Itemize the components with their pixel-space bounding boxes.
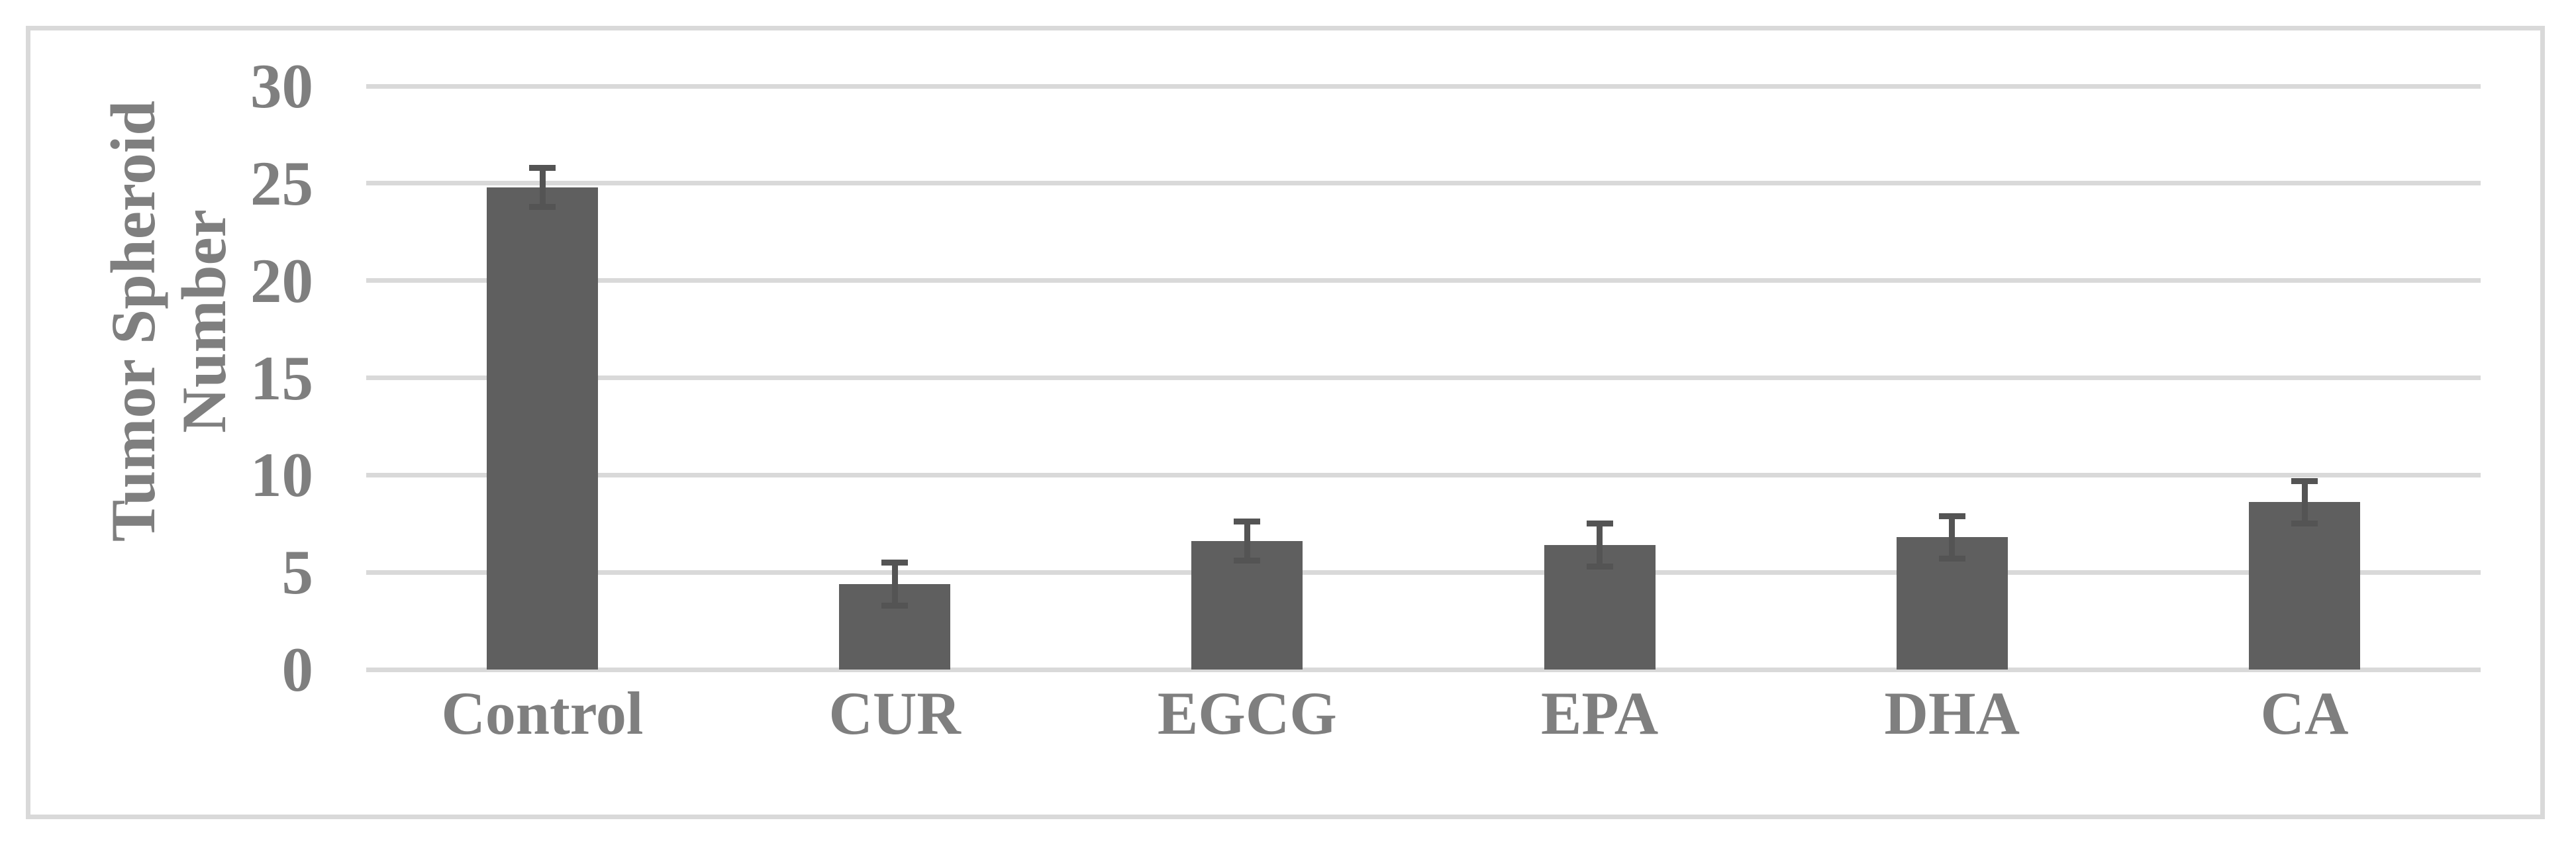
- gridline: [366, 570, 2481, 575]
- error-bar-top-cap: [1938, 513, 1965, 519]
- error-bar-bottom-cap: [1586, 563, 1613, 570]
- gridline: [366, 472, 2481, 477]
- error-bar-top-cap: [1586, 521, 1613, 527]
- error-bar-top-cap: [1234, 519, 1261, 525]
- error-bar-line: [891, 562, 898, 606]
- y-tick-label: 10: [250, 440, 313, 511]
- error-bar-bottom-cap: [1938, 556, 1965, 562]
- gridline: [366, 181, 2481, 186]
- x-category-label: EPA: [1541, 679, 1659, 747]
- y-tick-label: 20: [250, 245, 313, 316]
- y-tick-label: 15: [250, 342, 313, 413]
- error-bar-line: [2301, 481, 2308, 524]
- error-bar-bottom-cap: [1234, 558, 1261, 564]
- gridline: [366, 83, 2481, 89]
- x-category-label: Control: [441, 679, 644, 747]
- bar: [2249, 502, 2360, 670]
- error-bar-top-cap: [2291, 477, 2318, 484]
- error-bar-top-cap: [529, 164, 556, 171]
- error-bar-line: [539, 168, 546, 207]
- chart-frame: [26, 26, 2545, 819]
- x-category-label: CUR: [828, 679, 961, 747]
- y-axis-title-line-2: Number: [169, 209, 239, 433]
- y-tick-label: 0: [281, 634, 314, 705]
- gridline: [366, 278, 2481, 283]
- error-bar-line: [1597, 523, 1603, 567]
- y-axis-title: Tumor Spheroid Number: [98, 23, 240, 619]
- y-tick-label: 25: [250, 148, 313, 219]
- error-bar-top-cap: [881, 559, 909, 566]
- y-tick-label: 5: [281, 537, 314, 608]
- gridline: [366, 375, 2481, 380]
- y-axis-title-line-1: Tumor Spheroid: [98, 100, 168, 542]
- bar: [487, 187, 598, 670]
- error-bar-bottom-cap: [529, 203, 556, 210]
- x-category-label: DHA: [1884, 679, 2020, 747]
- error-bar-line: [1244, 521, 1250, 561]
- x-category-label: CA: [2260, 679, 2349, 747]
- x-category-label: EGCG: [1157, 679, 1337, 747]
- error-bar-bottom-cap: [2291, 521, 2318, 527]
- error-bar-line: [1949, 516, 1956, 559]
- y-tick-label: 30: [250, 51, 313, 121]
- gridline: [366, 667, 2481, 672]
- error-bar-bottom-cap: [881, 602, 909, 609]
